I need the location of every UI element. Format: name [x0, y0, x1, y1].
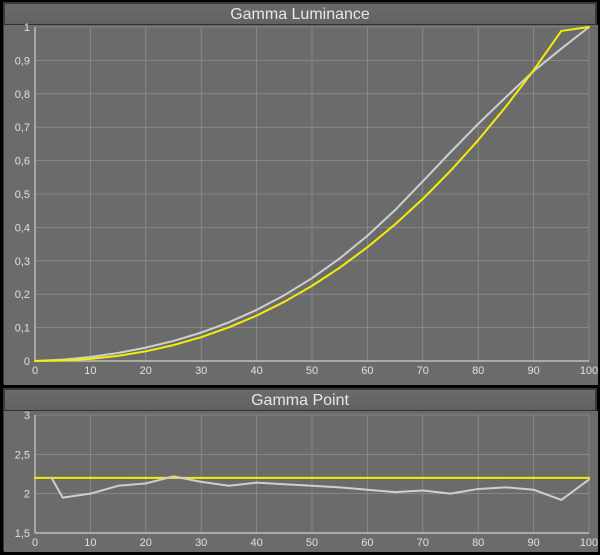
svg-text:0,5: 0,5	[15, 189, 30, 201]
svg-text:0,4: 0,4	[15, 222, 30, 234]
svg-text:60: 60	[361, 537, 373, 549]
gamma-point-chart: 0 10 20 30 40 50 60 70 80 90 100 1,5 2 2,5 3	[4, 389, 598, 552]
svg-text:0,1: 0,1	[15, 323, 30, 335]
svg-text:40: 40	[250, 365, 262, 377]
svg-text:50: 50	[306, 537, 318, 549]
svg-text:10: 10	[84, 365, 96, 377]
svg-text:0: 0	[32, 365, 38, 377]
svg-text:0,3: 0,3	[15, 256, 30, 268]
svg-text:100: 100	[580, 537, 598, 549]
svg-text:10: 10	[84, 537, 96, 549]
svg-text:70: 70	[417, 365, 429, 377]
svg-text:80: 80	[472, 537, 484, 549]
svg-text:0,8: 0,8	[15, 89, 30, 101]
svg-text:70: 70	[417, 537, 429, 549]
gamma-luminance-chart: 0 10 20 30 40 50 60 70 80 90 100 0 0,1 0,2 0,3 0,4 0,5 0,…	[4, 3, 598, 385]
gamma-luminance-panel: Gamma Luminance 010203040506070809010000…	[3, 2, 597, 384]
svg-text:1,5: 1,5	[15, 528, 30, 540]
svg-text:0,2: 0,2	[15, 289, 30, 301]
svg-text:30: 30	[195, 537, 207, 549]
svg-text:20: 20	[140, 365, 152, 377]
svg-text:2,5: 2,5	[15, 449, 30, 461]
svg-text:60: 60	[361, 365, 373, 377]
svg-text:0,6: 0,6	[15, 156, 30, 168]
svg-text:30: 30	[195, 365, 207, 377]
svg-text:0,9: 0,9	[15, 55, 30, 67]
svg-text:50: 50	[306, 365, 318, 377]
svg-text:2: 2	[24, 489, 30, 501]
svg-text:0: 0	[24, 356, 30, 368]
gamma-point-panel: Gamma Point 01020304050607080901001,522,…	[3, 388, 597, 551]
svg-text:1: 1	[24, 22, 30, 34]
svg-text:90: 90	[527, 537, 539, 549]
svg-text:20: 20	[140, 537, 152, 549]
svg-text:100: 100	[580, 365, 598, 377]
svg-text:0: 0	[32, 537, 38, 549]
svg-text:0,7: 0,7	[15, 122, 30, 134]
svg-text:3: 3	[24, 410, 30, 422]
svg-text:80: 80	[472, 365, 484, 377]
svg-text:40: 40	[250, 537, 262, 549]
svg-text:90: 90	[527, 365, 539, 377]
